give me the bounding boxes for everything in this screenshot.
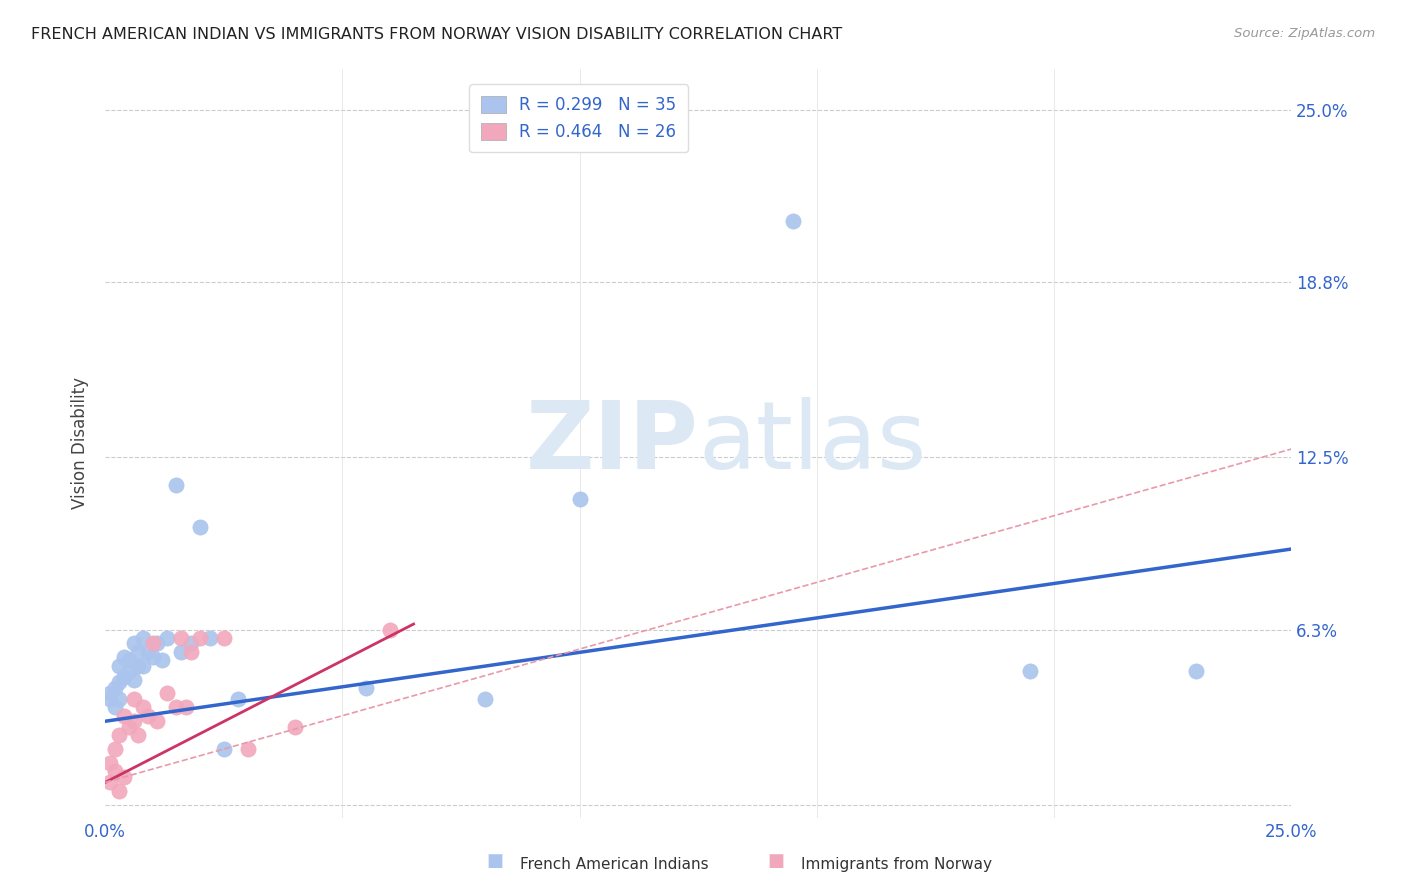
Point (170, 631, 193, 645)
Point (156, 686, 179, 700)
Point (354, 681, 377, 695)
Point (782, 214, 804, 228)
Point (150, 653, 173, 667)
Text: ZIP: ZIP (526, 398, 699, 490)
Point (104, 764, 127, 779)
Point (104, 700, 127, 714)
Point (122, 636, 145, 650)
Point (122, 692, 145, 706)
Point (127, 728, 149, 742)
Point (1019, 665, 1042, 679)
Point (118, 665, 141, 679)
Point (568, 491, 591, 506)
Point (170, 645, 193, 659)
Text: French American Indians: French American Indians (520, 857, 709, 872)
Point (180, 645, 202, 659)
Point (112, 650, 135, 665)
Point (1185, 665, 1208, 679)
Legend: R = 0.299   N = 35, R = 0.464   N = 26: R = 0.299 N = 35, R = 0.464 N = 26 (470, 85, 688, 153)
Point (108, 783, 131, 797)
Point (108, 658, 131, 673)
Point (156, 631, 179, 645)
Text: ■: ■ (768, 852, 785, 870)
Point (284, 720, 307, 734)
Point (98, 686, 121, 700)
Point (122, 714, 145, 729)
Point (118, 720, 141, 734)
Point (108, 692, 131, 706)
Point (98, 756, 121, 770)
Text: Immigrants from Norway: Immigrants from Norway (801, 857, 993, 872)
Point (108, 728, 131, 742)
Point (112, 708, 135, 723)
Point (104, 681, 127, 695)
Point (212, 631, 235, 645)
Y-axis label: Vision Disability: Vision Disability (72, 377, 89, 509)
Point (180, 636, 202, 650)
Point (188, 520, 211, 534)
Point (146, 714, 169, 729)
Point (136, 708, 159, 723)
Point (98, 692, 121, 706)
Point (212, 742, 235, 756)
Point (127, 645, 149, 659)
Point (174, 700, 197, 714)
Text: atlas: atlas (699, 398, 927, 490)
Point (146, 636, 169, 650)
Point (118, 653, 141, 667)
Point (132, 631, 155, 645)
Point (104, 742, 127, 756)
Text: ■: ■ (486, 852, 503, 870)
Point (188, 631, 211, 645)
Point (198, 631, 221, 645)
Point (136, 645, 159, 659)
Point (226, 692, 249, 706)
Point (165, 700, 187, 714)
Point (378, 623, 401, 637)
Point (127, 658, 149, 673)
Point (112, 770, 135, 784)
Point (132, 700, 155, 714)
Point (142, 650, 165, 665)
Point (108, 675, 131, 690)
Point (98, 775, 121, 789)
Point (142, 636, 165, 650)
Text: Source: ZipAtlas.com: Source: ZipAtlas.com (1234, 27, 1375, 40)
Point (474, 692, 496, 706)
Text: FRENCH AMERICAN INDIAN VS IMMIGRANTS FROM NORWAY VISION DISABILITY CORRELATION C: FRENCH AMERICAN INDIAN VS IMMIGRANTS FRO… (31, 27, 842, 42)
Point (132, 658, 155, 673)
Point (236, 742, 259, 756)
Point (112, 670, 135, 684)
Point (122, 673, 145, 687)
Point (165, 478, 187, 492)
